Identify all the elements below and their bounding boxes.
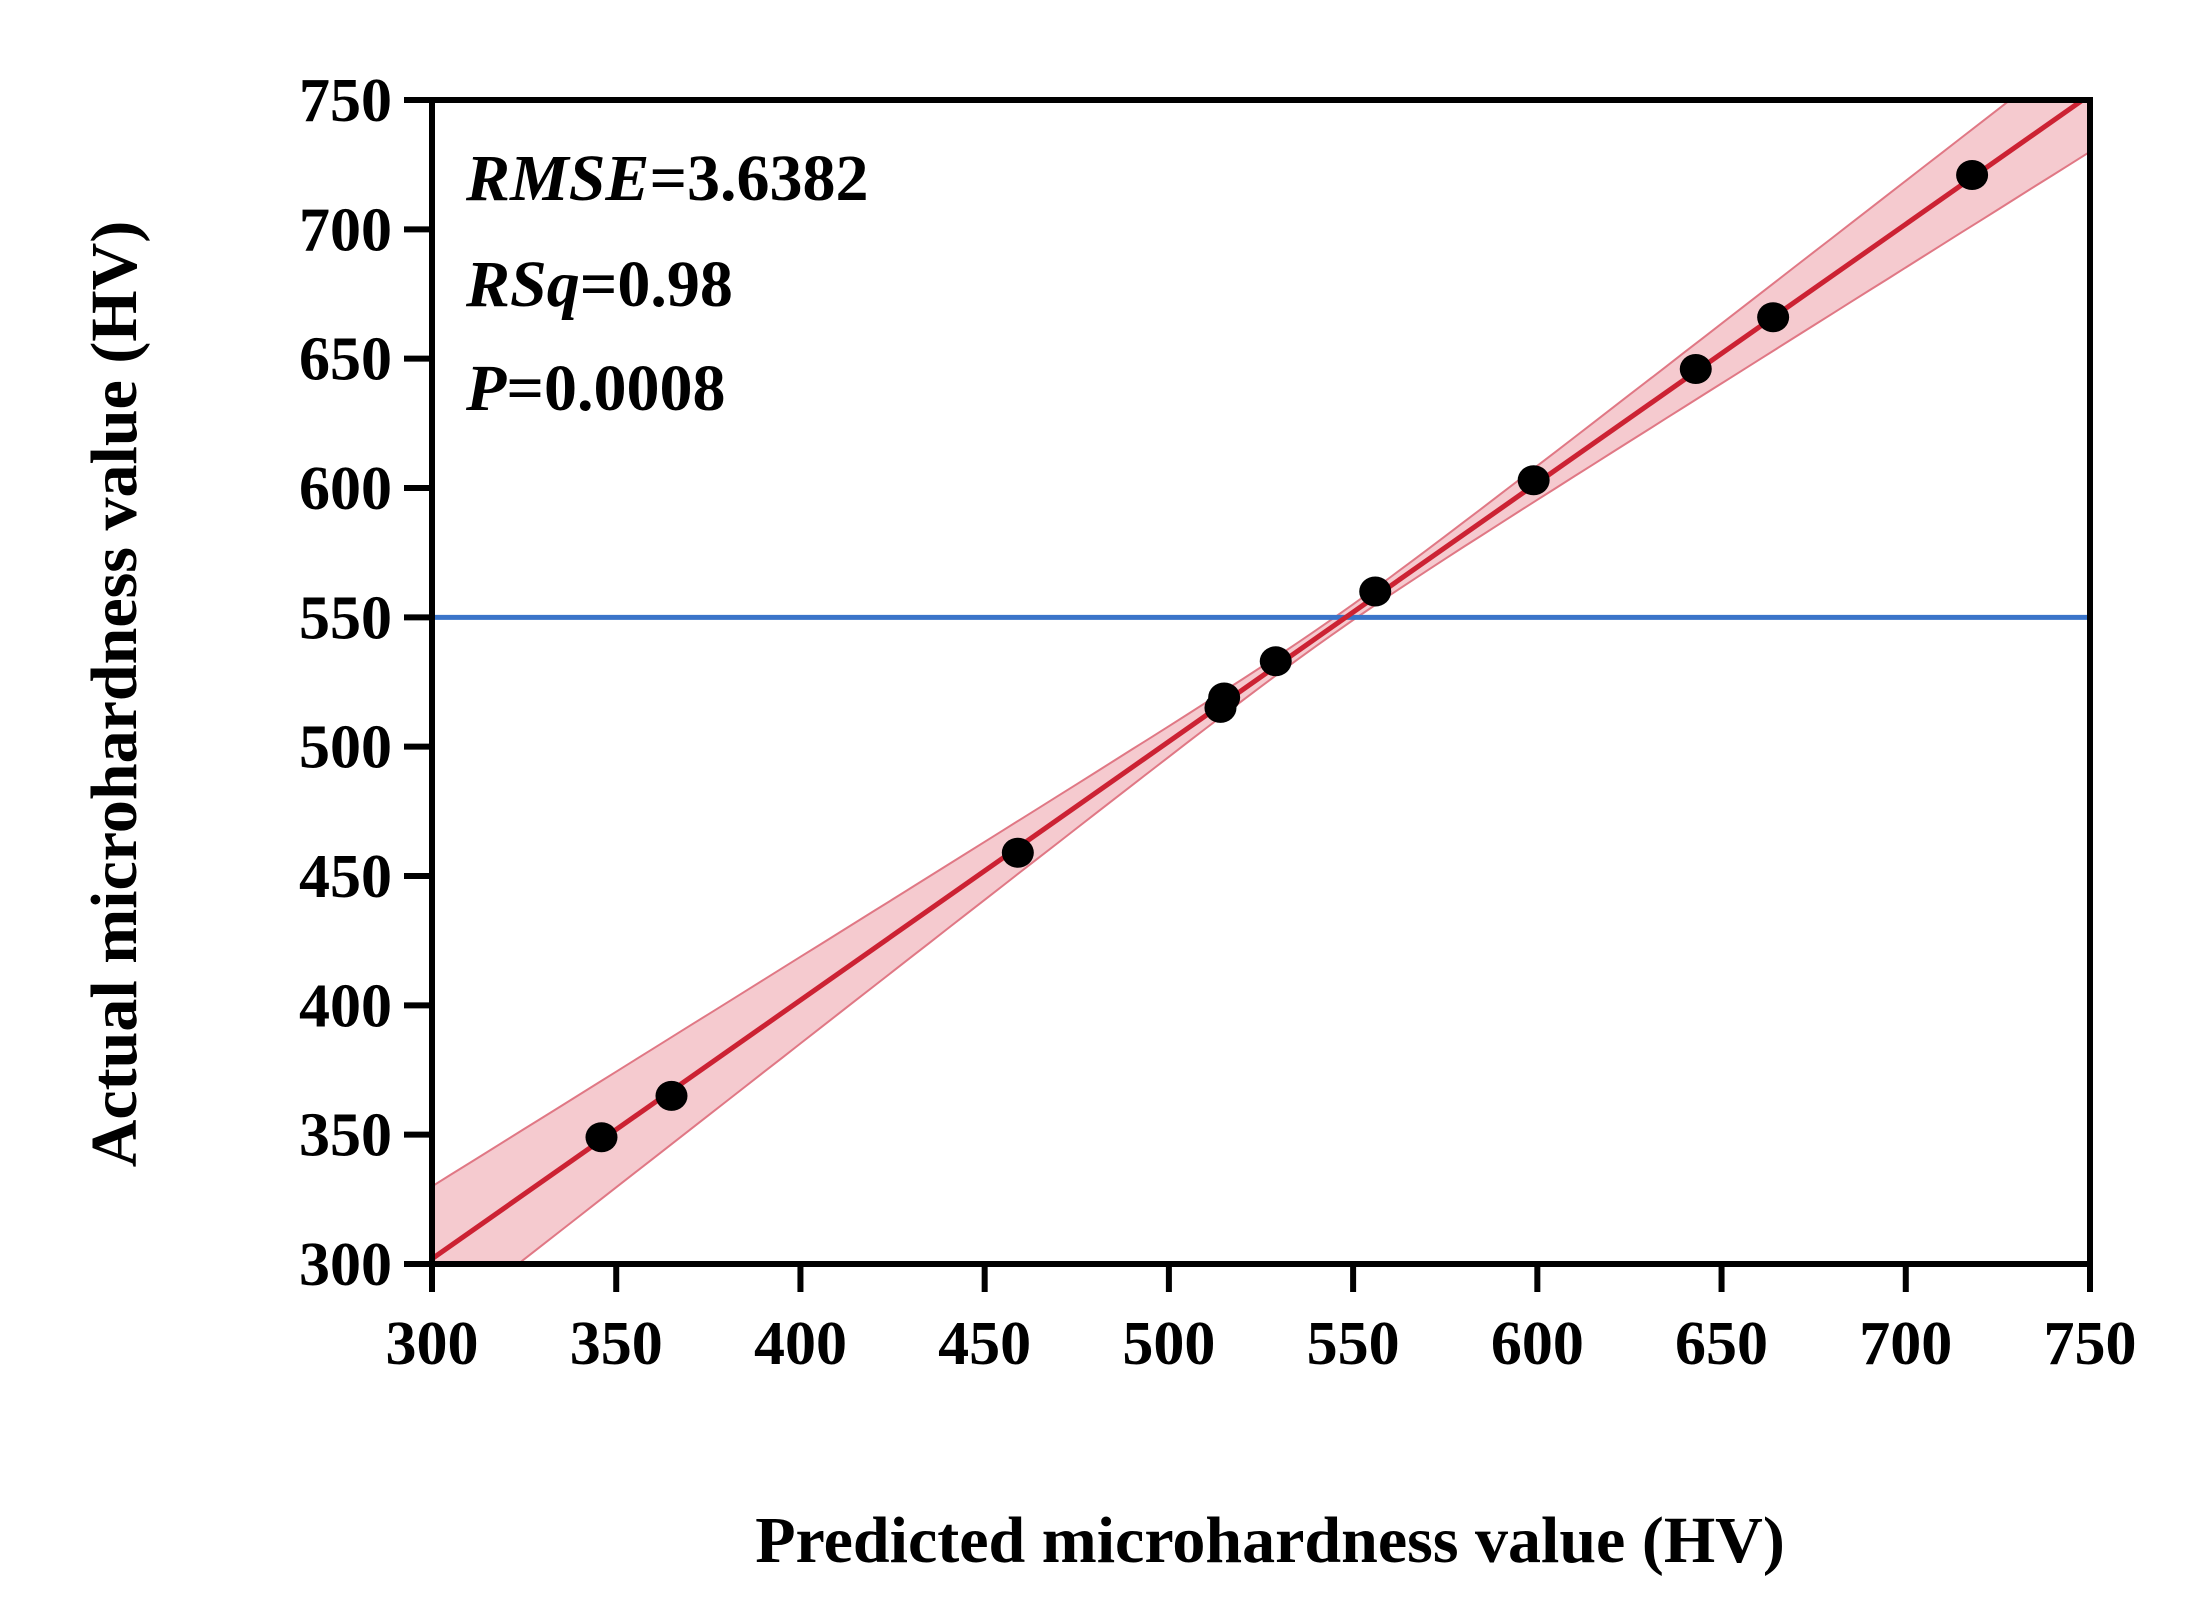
- plot-area: [432, 100, 2090, 1264]
- y-tick-label-750: 750: [299, 67, 392, 135]
- x-tick-label-750: 750: [2044, 1310, 2137, 1378]
- y-axis-title: Actual microhardness value (HV): [78, 221, 151, 1168]
- y-tick-label-400: 400: [299, 972, 392, 1040]
- rmse-label: RMSE: [465, 142, 649, 215]
- y-tick-label-450: 450: [299, 843, 392, 911]
- data-point-1: [585, 1122, 618, 1153]
- rmse-value: 3.6382: [687, 142, 869, 215]
- fit-line: [432, 100, 2087, 1261]
- rsq-label: RSq: [465, 248, 580, 321]
- x-tick-label-650: 650: [1675, 1310, 1768, 1378]
- confidence-band-lower-edge: [516, 150, 2090, 1264]
- confidence-band: [432, 100, 2090, 1264]
- y-tick-label-650: 650: [299, 326, 392, 394]
- x-axis: 300 350 400 450 500 550 600 650 700 750: [386, 1264, 2137, 1378]
- data-point-7: [1359, 576, 1392, 607]
- data-point-8: [1517, 465, 1550, 496]
- rmse-annotation: RMSE=3.6382: [465, 142, 869, 215]
- stats-annotation: RMSE=3.6382 RSq=0.98 P=0.0008: [465, 142, 869, 425]
- data-point-5: [1208, 682, 1241, 713]
- rsq-annotation: RSq=0.98: [465, 248, 733, 321]
- x-tick-label-500: 500: [1122, 1310, 1215, 1378]
- data-point-9: [1679, 354, 1712, 385]
- data-point-11: [1956, 160, 1989, 191]
- y-axis: 300 350 400 450 500 550 600 650 700 750: [299, 67, 432, 1299]
- x-tick-label-450: 450: [938, 1310, 1031, 1378]
- y-tick-label-350: 350: [299, 1102, 392, 1170]
- data-point-10: [1757, 302, 1790, 333]
- data-points: [585, 160, 1989, 1153]
- rsq-equals: =: [580, 248, 618, 321]
- x-tick-label-300: 300: [386, 1310, 479, 1378]
- p-value-annotation: P=0.0008: [465, 352, 725, 425]
- data-point-6: [1259, 646, 1292, 677]
- y-tick-label-600: 600: [299, 455, 392, 523]
- x-tick-label-350: 350: [570, 1310, 663, 1378]
- p-label: P: [465, 352, 507, 425]
- y-tick-label-300: 300: [299, 1231, 392, 1299]
- x-tick-label-400: 400: [754, 1310, 847, 1378]
- p-value: 0.0008: [544, 352, 726, 425]
- y-tick-label-500: 500: [299, 714, 392, 782]
- x-tick-label-550: 550: [1307, 1310, 1400, 1378]
- y-tick-label-700: 700: [299, 196, 392, 264]
- y-tick-label-550: 550: [299, 584, 392, 652]
- plot-frame: [429, 97, 2093, 1267]
- rmse-equals: =: [649, 142, 687, 215]
- rsq-value: 0.98: [617, 248, 733, 321]
- data-point-3: [1001, 837, 1034, 868]
- p-equals: =: [506, 352, 544, 425]
- x-tick-label-600: 600: [1491, 1310, 1584, 1378]
- data-point-2: [655, 1080, 688, 1111]
- x-tick-label-700: 700: [1859, 1310, 1952, 1378]
- x-axis-title: Predicted microhardness value (HV): [755, 1504, 1785, 1577]
